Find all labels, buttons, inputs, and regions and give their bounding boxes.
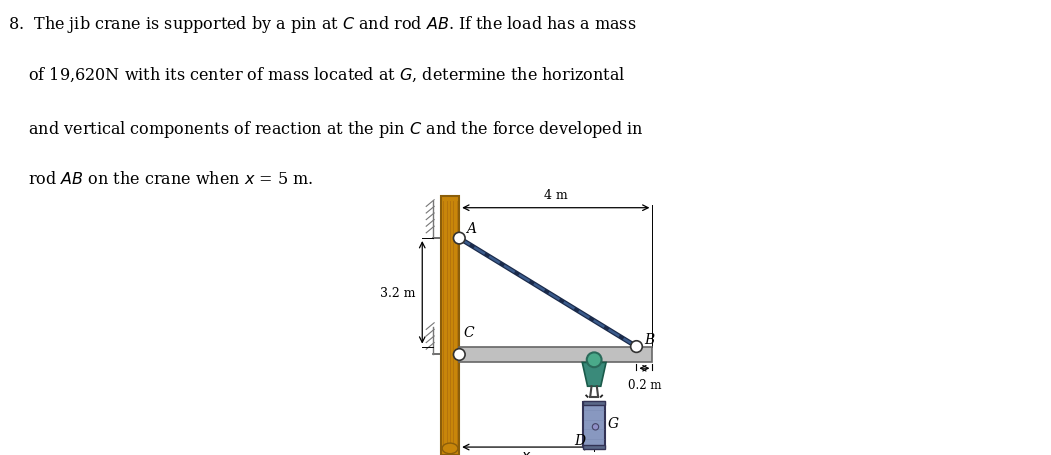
Bar bbox=[583, 401, 605, 405]
Text: of 19,620N with its center of mass located at $G$, determine the horizontal: of 19,620N with its center of mass locat… bbox=[8, 66, 625, 84]
Text: $x$: $x$ bbox=[521, 449, 532, 455]
Circle shape bbox=[631, 341, 642, 353]
Polygon shape bbox=[582, 363, 606, 386]
Ellipse shape bbox=[442, 443, 458, 454]
Circle shape bbox=[586, 353, 601, 367]
Text: 3.2 m: 3.2 m bbox=[380, 286, 415, 299]
Text: 8.  The jib crane is supported by a pin at $C$ and rod $AB$. If the load has a m: 8. The jib crane is supported by a pin a… bbox=[8, 14, 637, 35]
Bar bbox=[583, 445, 605, 449]
Bar bbox=[440, 197, 459, 455]
Text: D: D bbox=[574, 434, 585, 447]
Text: and vertical components of reaction at the pin $C$ and the force developed in: and vertical components of reaction at t… bbox=[8, 118, 644, 139]
Text: C: C bbox=[463, 325, 474, 339]
Text: B: B bbox=[644, 332, 654, 346]
Bar bbox=[583, 402, 605, 447]
Text: G: G bbox=[607, 416, 619, 430]
Text: 4 m: 4 m bbox=[544, 189, 568, 202]
Circle shape bbox=[453, 233, 466, 244]
Text: rod $AB$ on the crane when $x$ = 5 m.: rod $AB$ on the crane when $x$ = 5 m. bbox=[8, 171, 313, 187]
Circle shape bbox=[453, 349, 466, 360]
Text: 0.2 m: 0.2 m bbox=[627, 379, 661, 391]
Circle shape bbox=[593, 424, 599, 430]
Bar bbox=[459, 347, 653, 363]
Text: A: A bbox=[466, 221, 476, 235]
